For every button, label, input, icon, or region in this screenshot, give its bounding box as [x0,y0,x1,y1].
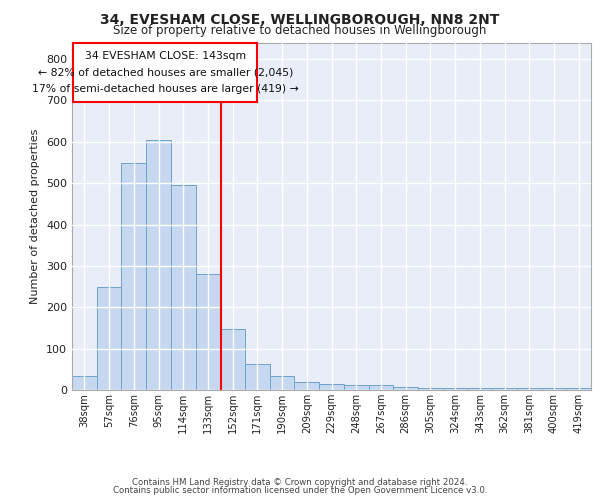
Text: ← 82% of detached houses are smaller (2,045): ← 82% of detached houses are smaller (2,… [38,68,293,78]
Bar [467,388,492,390]
Bar [270,376,295,390]
Text: Contains public sector information licensed under the Open Government Licence v3: Contains public sector information licen… [113,486,487,495]
Text: Size of property relative to detached houses in Wellingborough: Size of property relative to detached ho… [113,24,487,37]
Bar [393,387,418,390]
Text: Contains HM Land Registry data © Crown copyright and database right 2024.: Contains HM Land Registry data © Crown c… [132,478,468,487]
Bar [368,385,393,390]
Bar [492,388,517,390]
Bar [319,384,344,390]
Bar [566,388,591,390]
Bar [295,382,319,390]
Bar [73,42,257,102]
Bar [97,286,121,390]
Bar [443,388,467,390]
Text: 34, EVESHAM CLOSE, WELLINGBOROUGH, NN8 2NT: 34, EVESHAM CLOSE, WELLINGBOROUGH, NN8 2… [100,13,500,27]
Bar [196,274,220,390]
Bar [542,388,566,390]
Bar [220,329,245,390]
Bar [517,388,542,390]
Bar [418,388,443,390]
Bar [146,140,171,390]
Y-axis label: Number of detached properties: Number of detached properties [31,128,40,304]
Bar [171,185,196,390]
Bar [245,364,270,390]
Bar [72,376,97,390]
Bar [121,164,146,390]
Bar [344,384,368,390]
Text: 34 EVESHAM CLOSE: 143sqm: 34 EVESHAM CLOSE: 143sqm [85,50,246,60]
Text: 17% of semi-detached houses are larger (419) →: 17% of semi-detached houses are larger (… [32,84,299,94]
